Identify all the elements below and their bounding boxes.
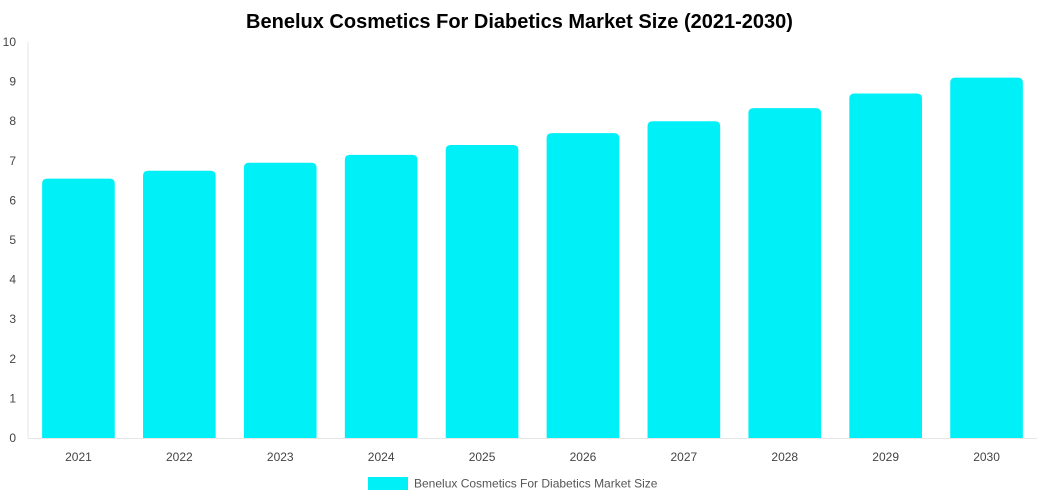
- bar-2025[interactable]: [445, 144, 519, 438]
- x-tick-label: 2026: [570, 450, 597, 464]
- x-tick-label: 2022: [166, 450, 193, 464]
- legend[interactable]: Benelux Cosmetics For Diabetics Market S…: [368, 477, 658, 491]
- x-tick-label: 2023: [267, 450, 294, 464]
- bar-2022[interactable]: [143, 170, 216, 438]
- bar-2027[interactable]: [647, 121, 721, 438]
- y-tick-label: 7: [9, 154, 16, 168]
- legend-swatch[interactable]: [368, 477, 408, 490]
- bar-2021[interactable]: [42, 178, 115, 438]
- legend-label[interactable]: Benelux Cosmetics For Diabetics Market S…: [414, 477, 658, 491]
- y-tick-label: 8: [9, 114, 16, 128]
- bar-2023[interactable]: [243, 162, 317, 438]
- y-tick-label: 5: [9, 233, 16, 247]
- y-tick-label: 0: [9, 431, 16, 445]
- x-tick-label: 2024: [368, 450, 395, 464]
- x-tick-label: 2028: [771, 450, 798, 464]
- x-tick-label: 2021: [65, 450, 92, 464]
- x-tick-label: 2027: [670, 450, 697, 464]
- y-tick-label: 6: [9, 193, 16, 207]
- y-tick-label: 9: [9, 75, 16, 89]
- y-axis-ticks: 0 1 2 3 4 5 6 7 8 9 10: [3, 35, 17, 445]
- y-tick-label: 10: [3, 35, 17, 49]
- y-tick-label: 2: [9, 352, 16, 366]
- bar-2026[interactable]: [546, 133, 620, 438]
- y-tick-label: 1: [9, 391, 16, 405]
- bar-2029[interactable]: [849, 93, 922, 438]
- x-tick-label: 2030: [973, 450, 1000, 464]
- bars-group: [42, 77, 1023, 439]
- y-tick-label: 4: [9, 273, 16, 287]
- chart-title: Benelux Cosmetics For Diabetics Market S…: [246, 11, 793, 33]
- bar-2028[interactable]: [748, 108, 822, 438]
- x-tick-label: 2029: [872, 450, 899, 464]
- x-tick-label: 2025: [469, 450, 496, 464]
- bar-2030[interactable]: [950, 77, 1023, 438]
- x-axis-ticks: 2021 2022 2023 2024 2025 2026 2027 2028 2029 2030: [65, 450, 1000, 464]
- y-tick-label: 3: [9, 312, 16, 326]
- bar-2024[interactable]: [344, 154, 418, 439]
